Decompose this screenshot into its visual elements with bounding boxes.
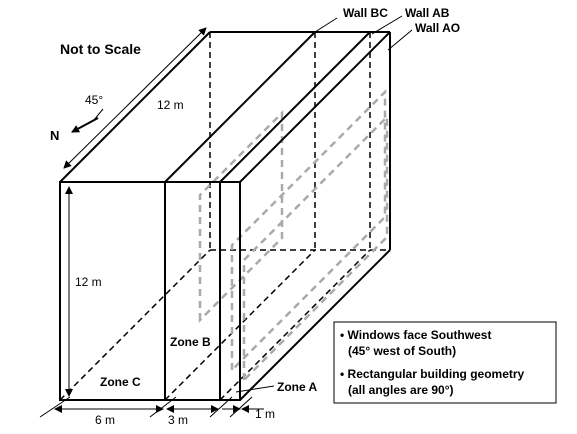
notes-box: • Windows face Southwest (45° west of So… (333, 321, 557, 404)
wall-ao-leader (387, 29, 413, 51)
window-wall-bc (198, 109, 284, 324)
wall-ao-label: Wall AO (415, 21, 460, 35)
zone-b-label: Zone B (170, 335, 211, 349)
edge-top-wall-ab (219, 31, 371, 183)
width-tick-left (39, 396, 71, 418)
hidden-edge-zone-bc-base (164, 249, 316, 401)
hidden-edge-base-left (59, 249, 211, 401)
depth-dimension-line (63, 27, 207, 169)
front-face (59, 181, 241, 401)
wall-bc-leader (314, 17, 338, 33)
zone-a-leader (235, 385, 275, 393)
window-outlines (198, 88, 389, 384)
zone-a-label: Zone A (277, 380, 318, 394)
edge-base-right (239, 249, 391, 401)
dimension-lines (39, 27, 264, 418)
note-1-line-2: (45° west of South) (348, 344, 456, 358)
edge-top-right (239, 31, 391, 183)
wall-ab-leader (371, 15, 403, 35)
zone-a-width-label: 1 m (255, 407, 275, 421)
width-tick-zone-ab (209, 396, 233, 418)
north-arrow (71, 108, 104, 133)
scale-note: Not to Scale (60, 41, 141, 57)
note-1-line-1: • Windows face Southwest (340, 328, 491, 342)
depth-dimension-label: 12 m (157, 98, 184, 112)
note-2-line-1: • Rectangular building geometry (340, 367, 525, 381)
visible-edges (59, 31, 391, 401)
wall-ab-label: Wall AB (405, 6, 450, 20)
wall-bc-label: Wall BC (343, 6, 388, 20)
leader-lines (235, 15, 413, 393)
angle-label: 45° (85, 93, 103, 107)
north-arrow-icon (71, 117, 99, 133)
note-2-line-2: (all angles are 90°) (348, 383, 454, 397)
north-label: N (50, 128, 59, 143)
zone-c-label: Zone C (100, 375, 141, 389)
height-dimension-label: 12 m (75, 275, 102, 289)
window-wall-ao (242, 113, 389, 384)
zone-c-width-label: 6 m (95, 413, 115, 427)
angle-tick (93, 108, 104, 121)
zone-b-width-label: 3 m (168, 413, 188, 427)
notes-box-frame (333, 321, 557, 404)
window-wall-ab (230, 88, 387, 374)
